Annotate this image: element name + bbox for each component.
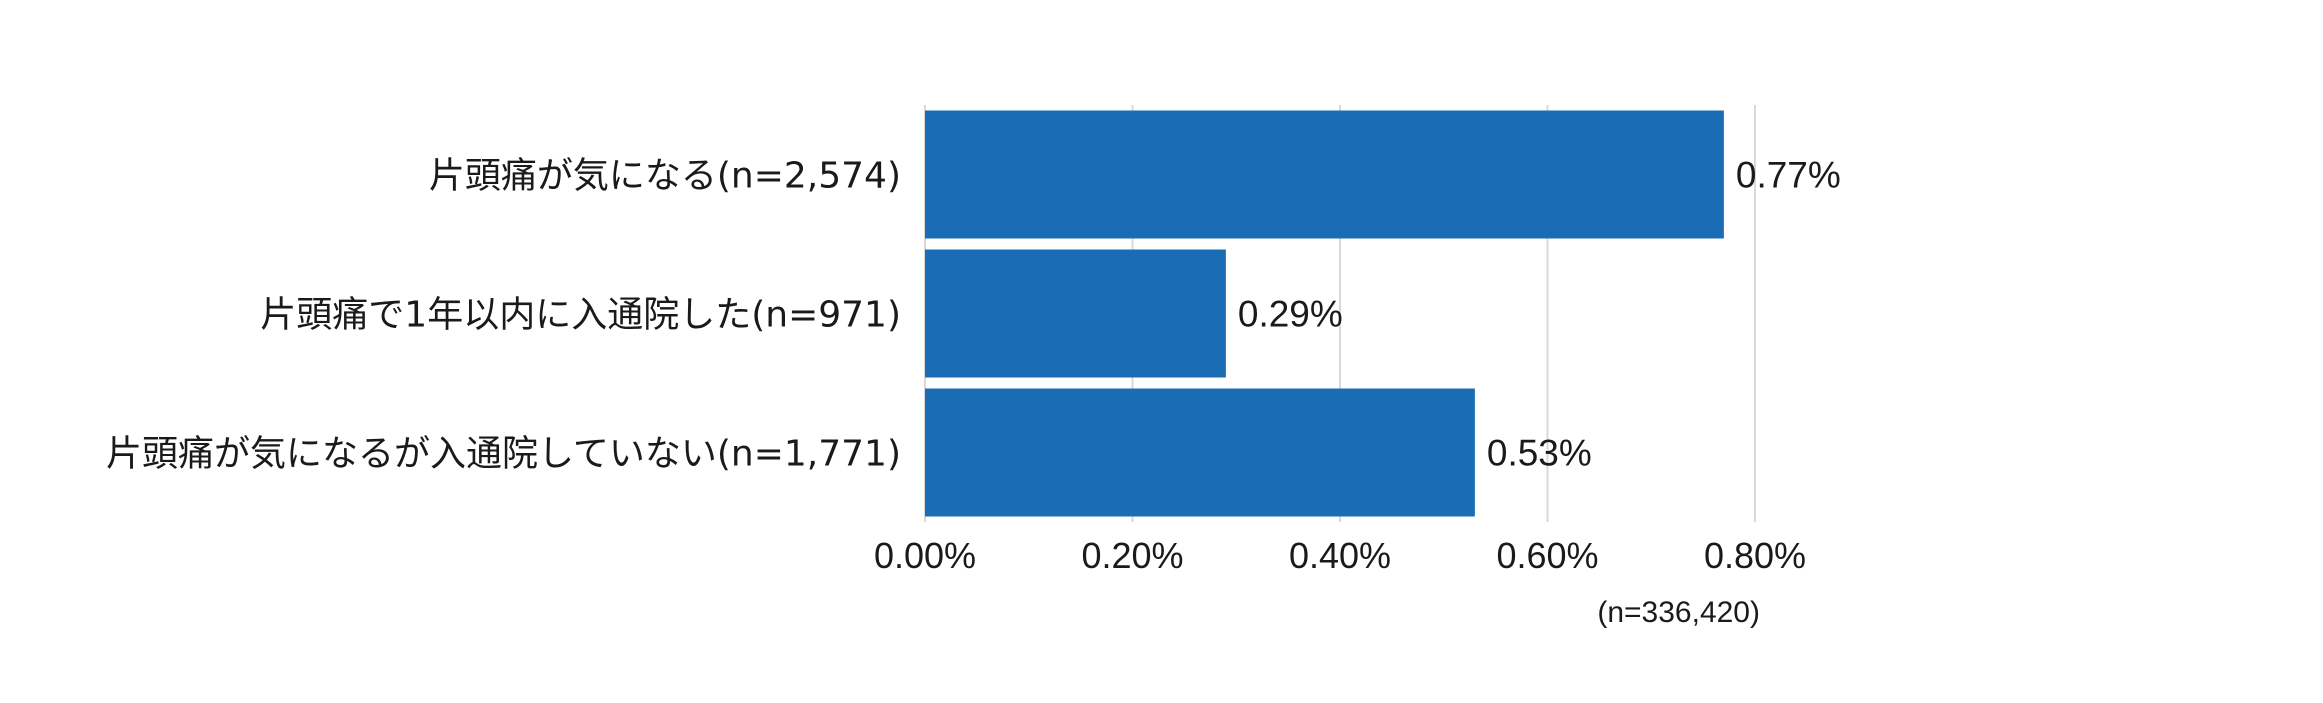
bar — [925, 249, 1226, 378]
x-tick-label: 0.60% — [1496, 535, 1598, 576]
x-tick-label: 0.80% — [1704, 535, 1806, 576]
category-label: 片頭痛で1年以内に入通院した(n=971) — [260, 295, 901, 336]
bar — [925, 388, 1475, 517]
x-tick-label: 0.00% — [874, 535, 976, 576]
sample-size-note: (n=336,420) — [1597, 596, 1760, 629]
x-tick-label: 0.20% — [1081, 535, 1183, 576]
data-label: 0.29% — [1238, 294, 1343, 335]
data-label: 0.77% — [1736, 155, 1841, 196]
bar — [925, 110, 1724, 239]
category-label: 片頭痛が気になるが入通院していない(n=1,771) — [106, 434, 901, 475]
category-label: 片頭痛が気になる(n=2,574) — [429, 156, 901, 197]
labels: 0.00% 0.20% 0.40% 0.60% 0.80% 片頭痛が気になる(n=2,57… — [106, 155, 1841, 577]
data-label: 0.53% — [1487, 433, 1592, 474]
bars — [925, 110, 1724, 517]
x-tick-label: 0.40% — [1289, 535, 1391, 576]
